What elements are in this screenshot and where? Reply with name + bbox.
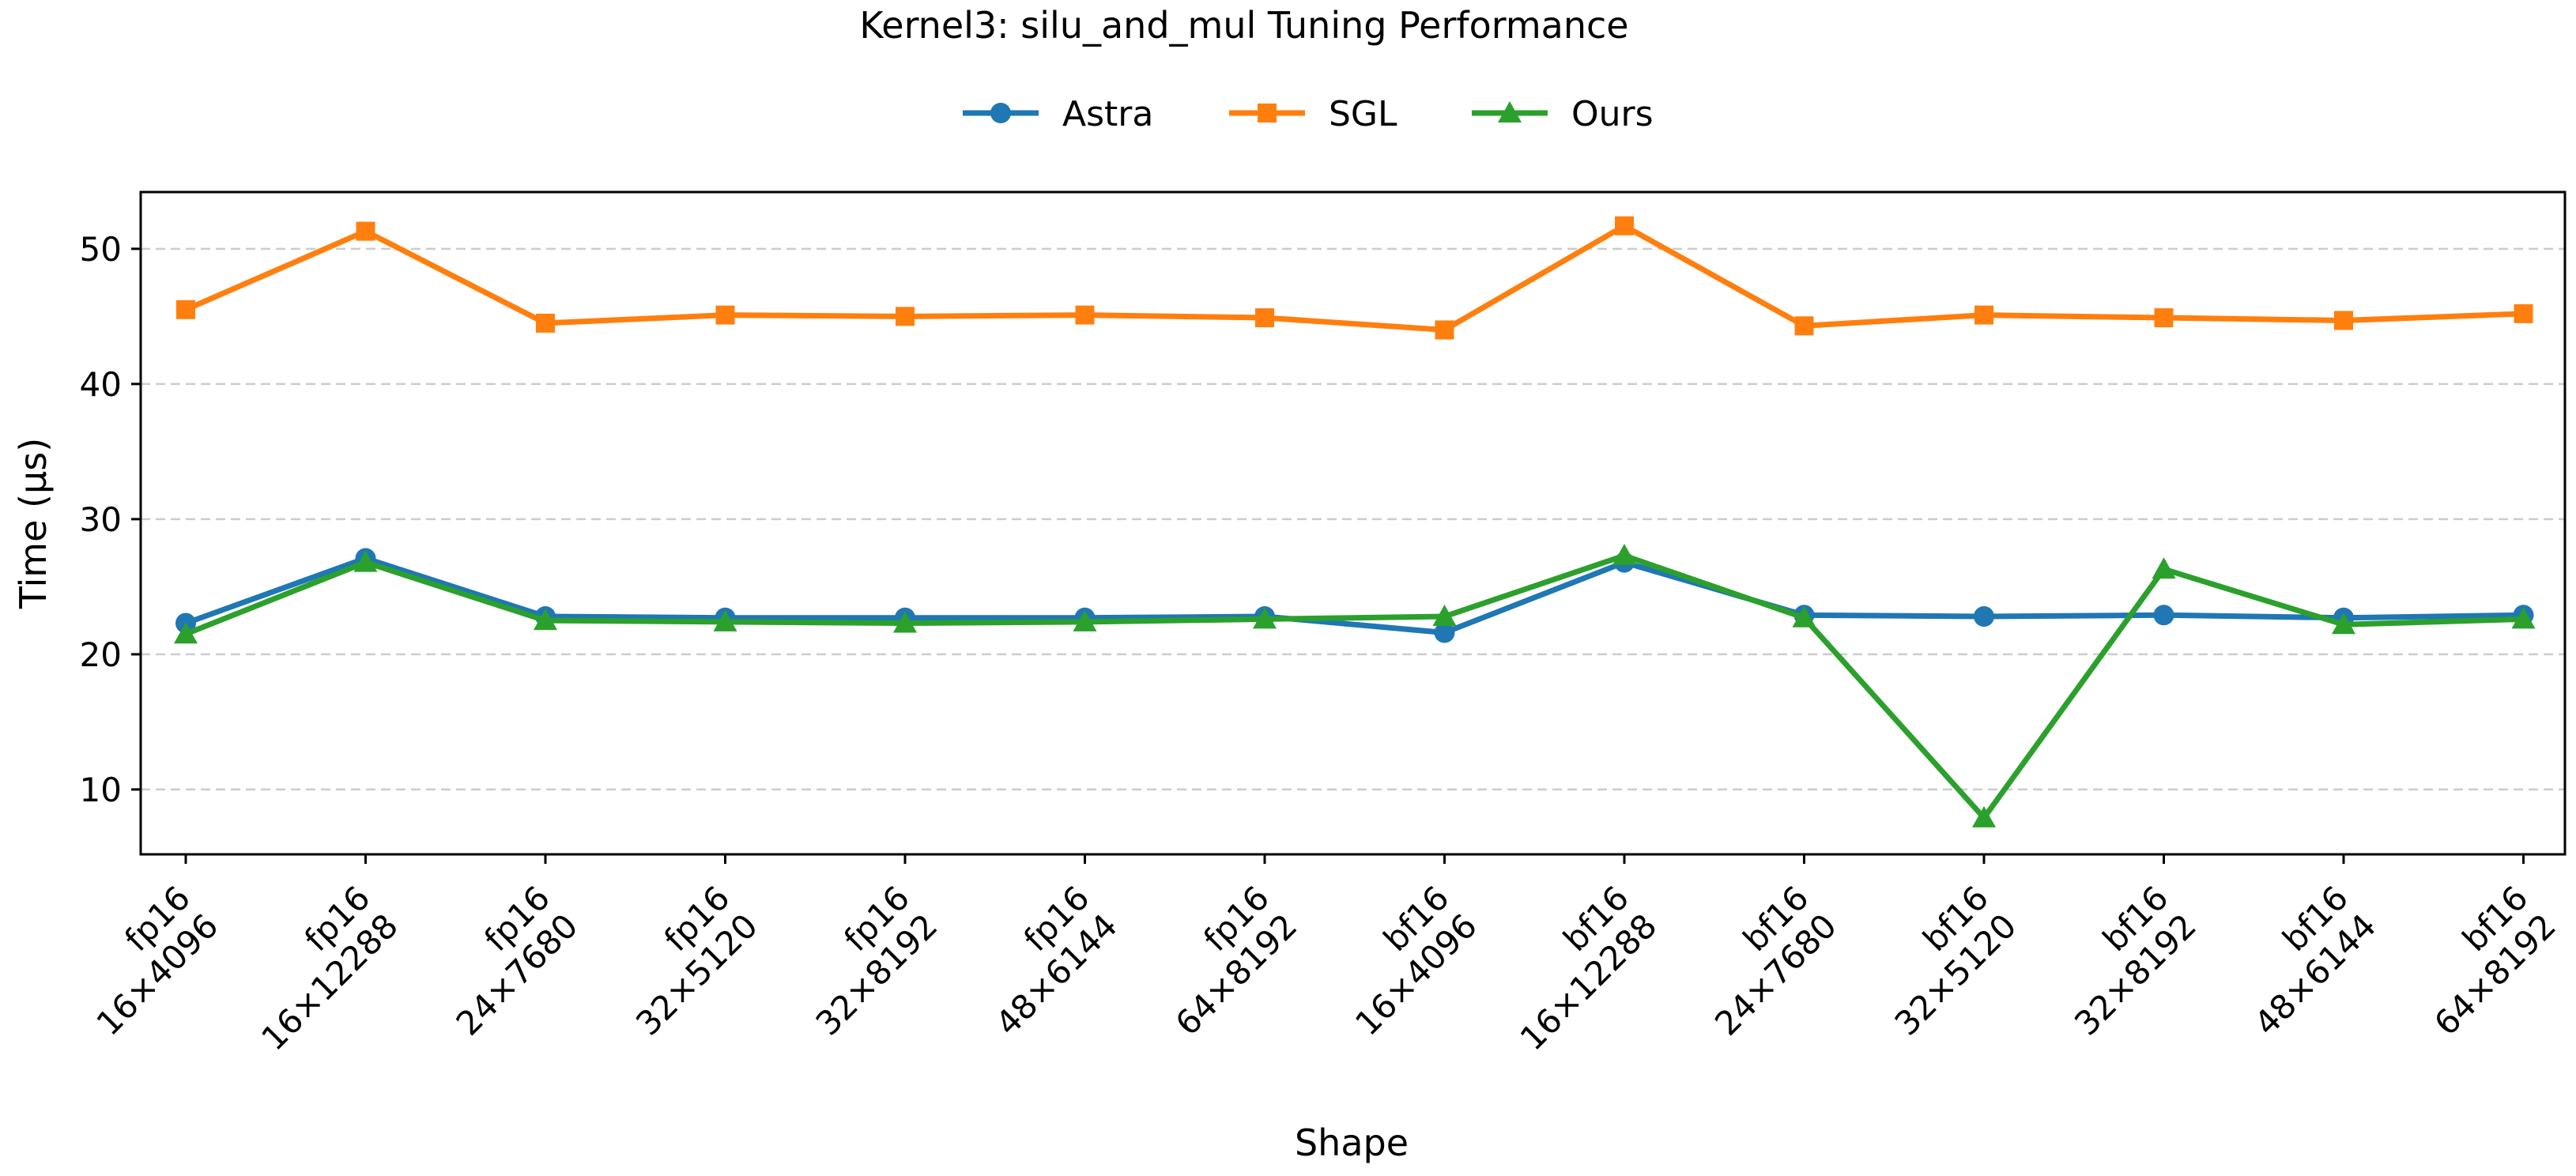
data-point-ours bbox=[534, 609, 557, 631]
data-point-ours bbox=[1972, 805, 1996, 827]
data-point-sgl bbox=[1615, 216, 1634, 236]
data-point-sgl bbox=[2334, 311, 2353, 330]
y-tick-label: 50 bbox=[80, 230, 122, 269]
data-point-ours bbox=[713, 609, 737, 631]
data-point-ours bbox=[174, 622, 198, 644]
series-line-astra bbox=[183, 555, 2526, 636]
data-point-astra bbox=[1974, 606, 1994, 628]
data-point-sgl bbox=[356, 221, 375, 241]
data-point-astra bbox=[2153, 605, 2174, 626]
legend-marker bbox=[990, 103, 1011, 123]
data-point-sgl bbox=[896, 307, 915, 326]
grid bbox=[141, 247, 2565, 791]
data-point-sgl bbox=[715, 305, 735, 325]
data-point-ours bbox=[1612, 544, 1636, 566]
data-point-ours bbox=[2152, 557, 2176, 579]
legend: Astra SGL Ours bbox=[963, 94, 1654, 134]
legend-label: Ours bbox=[1571, 94, 1654, 134]
y-tick-label: 40 bbox=[80, 365, 122, 404]
legend-label: SGL bbox=[1329, 94, 1397, 134]
data-point-ours bbox=[1253, 607, 1277, 629]
series-ours bbox=[174, 544, 2536, 827]
data-point-sgl bbox=[2514, 303, 2533, 323]
plot-frame bbox=[139, 190, 2567, 856]
data-point-sgl bbox=[1794, 316, 1814, 336]
legend-item-astra: Astra bbox=[963, 94, 1153, 134]
legend-item-sgl: SGL bbox=[1229, 94, 1397, 134]
data-point-ours bbox=[893, 611, 917, 633]
data-point-sgl bbox=[1075, 305, 1095, 325]
legend-marker bbox=[1258, 104, 1277, 122]
data-point-sgl bbox=[1435, 320, 1454, 340]
legend-label: Astra bbox=[1062, 94, 1153, 134]
data-point-sgl bbox=[1974, 305, 1993, 325]
series-astra bbox=[175, 548, 2534, 643]
chart-title: Kernel3: silu_and_mul Tuning Performance bbox=[859, 4, 1628, 47]
data-point-ours bbox=[353, 550, 378, 572]
data-point-sgl bbox=[536, 313, 555, 333]
data-point-sgl bbox=[1255, 308, 1274, 328]
data-point-ours bbox=[1432, 605, 1457, 627]
y-axis-label: Time (µs) bbox=[12, 438, 55, 609]
legend-item-ours: Ours bbox=[1472, 94, 1654, 134]
legend-marker bbox=[1498, 101, 1522, 122]
series-line-ours bbox=[183, 552, 2526, 821]
data-point-sgl bbox=[176, 300, 195, 319]
series-line-sgl bbox=[183, 223, 2526, 333]
x-axis-label: Shape bbox=[1295, 1121, 1409, 1164]
data-point-ours bbox=[2332, 612, 2355, 635]
series-sgl bbox=[176, 216, 2533, 340]
data-point-ours bbox=[1792, 605, 1816, 628]
series-layer bbox=[174, 216, 2536, 827]
data-point-ours bbox=[2511, 607, 2536, 629]
data-point-ours bbox=[1073, 609, 1097, 631]
y-tick-label: 20 bbox=[80, 635, 122, 674]
y-tick-label: 10 bbox=[80, 771, 122, 809]
y-tick-label: 30 bbox=[80, 500, 122, 539]
y-axis: 10 20 30 40 50 bbox=[80, 230, 141, 809]
data-point-astra bbox=[1434, 622, 1455, 643]
data-point-sgl bbox=[2154, 308, 2174, 328]
